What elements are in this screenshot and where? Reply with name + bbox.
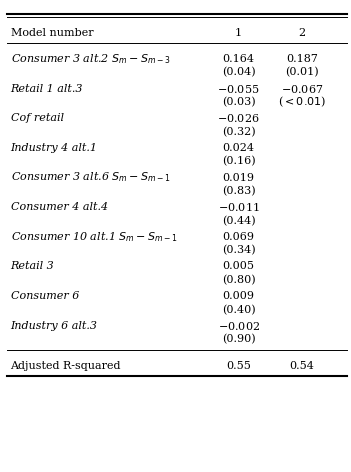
Text: 0.005: 0.005 [223, 261, 255, 271]
Text: $-$0.011: $-$0.011 [218, 201, 259, 213]
Text: 0.069: 0.069 [223, 232, 255, 242]
Text: Retail 1 alt.3: Retail 1 alt.3 [11, 84, 83, 93]
Text: Consumer 4 alt.4: Consumer 4 alt.4 [11, 202, 108, 212]
Text: 0.187: 0.187 [286, 54, 318, 64]
Text: 0.024: 0.024 [223, 143, 255, 153]
Text: (0.80): (0.80) [222, 275, 256, 285]
Text: Consumer 6: Consumer 6 [11, 291, 79, 301]
Text: (0.40): (0.40) [222, 304, 256, 315]
Text: 0.54: 0.54 [290, 361, 314, 371]
Text: 2: 2 [298, 27, 305, 38]
Text: Industry 6 alt.3: Industry 6 alt.3 [11, 321, 98, 331]
Text: 1: 1 [235, 27, 242, 38]
Text: $-$0.026: $-$0.026 [218, 112, 260, 124]
Text: (0.04): (0.04) [222, 67, 256, 78]
Text: (0.44): (0.44) [222, 216, 256, 226]
Text: 0.164: 0.164 [223, 54, 255, 64]
Text: Model number: Model number [11, 27, 93, 38]
Text: (0.90): (0.90) [222, 334, 256, 345]
Text: (0.01): (0.01) [285, 67, 319, 78]
Text: Cof retail: Cof retail [11, 113, 64, 123]
Text: (0.03): (0.03) [222, 97, 256, 108]
Text: (0.16): (0.16) [222, 156, 256, 167]
Text: 0.009: 0.009 [223, 291, 255, 301]
Text: Consumer 10 alt.1 $S_m - S_{m-1}$: Consumer 10 alt.1 $S_m - S_{m-1}$ [11, 230, 177, 244]
Text: $-$0.067: $-$0.067 [281, 83, 323, 95]
Text: (0.83): (0.83) [222, 186, 256, 196]
Text: 0.019: 0.019 [223, 173, 255, 183]
Text: $-$0.055: $-$0.055 [218, 83, 260, 95]
Text: (0.34): (0.34) [222, 245, 256, 256]
Text: Consumer 3 alt.2 $S_m - S_{m-3}$: Consumer 3 alt.2 $S_m - S_{m-3}$ [11, 52, 170, 66]
Text: ($< 0.01$): ($< 0.01$) [278, 95, 326, 110]
Text: Adjusted R-squared: Adjusted R-squared [11, 361, 121, 371]
Text: Consumer 3 alt.6 $S_m - S_{m-1}$: Consumer 3 alt.6 $S_m - S_{m-1}$ [11, 171, 170, 185]
Text: Industry 4 alt.1: Industry 4 alt.1 [11, 143, 98, 153]
Text: Retail 3: Retail 3 [11, 261, 54, 271]
Text: (0.32): (0.32) [222, 126, 256, 137]
Text: $-$0.002: $-$0.002 [218, 320, 260, 332]
Text: 0.55: 0.55 [226, 361, 251, 371]
